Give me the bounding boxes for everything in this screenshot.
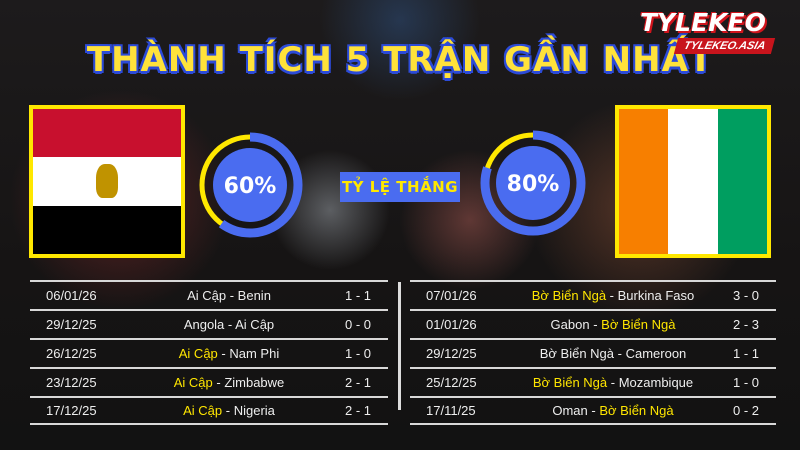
match-row: 23/12/25 Ai Cập - Zimbabwe 2 - 1: [30, 367, 388, 396]
match-score: 0 - 2: [732, 403, 759, 418]
ring-progress: [197, 132, 303, 238]
match-teams: Bờ Biển Ngà - Mozambique: [532, 375, 694, 390]
win-rate-text: 60%: [224, 174, 277, 199]
match-teams: Ai Cập - Benin: [187, 288, 271, 303]
match-date: 25/12/25: [426, 375, 477, 390]
ivory-coast-flag: [615, 105, 771, 258]
match-score: 2 - 1: [344, 375, 371, 390]
match-date: 29/12/25: [46, 317, 97, 332]
win-rate-ring-left: 60%: [197, 132, 303, 238]
away-team: Benin: [237, 288, 271, 303]
match-row: 06/01/26 Ai Cập - Benin 1 - 1: [30, 280, 388, 309]
home-team: Ai Cập: [183, 403, 223, 418]
ring-center: [213, 148, 287, 222]
away-team: Ai Cập: [235, 317, 275, 332]
away-team: Mozambique: [618, 375, 694, 390]
match-score: 1 - 0: [732, 375, 759, 390]
match-row: 29/12/25 Bờ Biển Ngà - Cameroon 1 - 1: [410, 338, 776, 367]
page-title: THÀNH TÍCH 5 TRẬN GẦN NHẤT: [86, 40, 714, 80]
away-team: Bờ Biển Ngà: [599, 403, 674, 418]
match-teams: Ai Cập - Zimbabwe: [173, 375, 285, 390]
match-score: 0 - 0: [344, 317, 371, 332]
home-team: Ai Cập: [187, 288, 227, 303]
win-rate-label: TỶ LỆ THẮNG: [340, 172, 460, 202]
match-teams: Gabon - Bờ Biển Ngà: [550, 317, 676, 332]
match-row: 17/12/25 Ai Cập - Nigeria 2 - 1: [30, 396, 388, 425]
home-team: Oman: [552, 403, 588, 418]
match-score: 2 - 3: [732, 317, 759, 332]
match-date: 07/01/26: [426, 288, 477, 303]
match-row: 17/11/25 Oman - Bờ Biển Ngà 0 - 2: [410, 396, 776, 425]
away-team: Burkina Faso: [617, 288, 695, 303]
away-team: Nam Phi: [229, 346, 280, 361]
match-teams: Ai Cập - Nam Phi: [178, 346, 280, 361]
home-team: Angola: [183, 317, 225, 332]
home-team: Ai Cập: [173, 375, 213, 390]
win-rate-ring-right: 80%: [480, 130, 586, 236]
divider: [398, 282, 401, 410]
win-rate-text: 80%: [507, 172, 560, 197]
match-date: 01/01/26: [426, 317, 477, 332]
match-score: 3 - 0: [732, 288, 759, 303]
brand-logo: TYLEKEO TYLEKEO.ASIA: [640, 6, 800, 56]
match-teams: Angola - Ai Cập: [183, 317, 275, 332]
match-date: 17/11/25: [426, 403, 476, 418]
match-date: 26/12/25: [46, 346, 97, 361]
logo-text: TYLEKEO: [640, 8, 766, 37]
right-results-table: 07/01/26 Bờ Biển Ngà - Burkina Faso 3 - …: [410, 280, 776, 425]
home-team: Bờ Biển Ngà: [539, 346, 615, 361]
ring-center: [496, 146, 570, 220]
match-row: 29/12/25 Angola - Ai Cập 0 - 0: [30, 309, 388, 338]
home-team: Ai Cập: [178, 346, 218, 361]
left-results-table: 06/01/26 Ai Cập - Benin 1 - 1 29/12/25 An…: [30, 280, 388, 425]
match-row: 25/12/25 Bờ Biển Ngà - Mozambique 1 - 0: [410, 367, 776, 396]
home-team: Gabon: [550, 317, 590, 332]
match-date: 17/12/25: [46, 403, 97, 418]
match-score: 1 - 0: [344, 346, 371, 361]
away-team: Cameroon: [625, 346, 687, 361]
match-row: 01/01/26 Gabon - Bờ Biển Ngà 2 - 3: [410, 309, 776, 338]
match-date: 23/12/25: [46, 375, 97, 390]
away-team: Bờ Biển Ngà: [601, 317, 676, 332]
ring-progress: [480, 130, 586, 236]
match-row: 07/01/26 Bờ Biển Ngà - Burkina Faso 3 - …: [410, 280, 776, 309]
match-score: 1 - 1: [344, 288, 371, 303]
match-row: 26/12/25 Ai Cập - Nam Phi 1 - 0: [30, 338, 388, 367]
away-team: Zimbabwe: [224, 375, 285, 390]
match-teams: Ai Cập - Nigeria: [183, 403, 275, 418]
egypt-flag: [29, 105, 185, 258]
match-teams: Bờ Biển Ngà - Burkina Faso: [531, 288, 695, 303]
match-date: 06/01/26: [46, 288, 97, 303]
match-date: 29/12/25: [426, 346, 477, 361]
match-teams: Oman - Bờ Biển Ngà: [552, 403, 674, 418]
match-score: 1 - 1: [732, 346, 759, 361]
match-score: 2 - 1: [344, 403, 371, 418]
eagle-emblem-icon: [96, 164, 118, 199]
logo-domain: TYLEKEO.ASIA: [673, 38, 776, 54]
home-team: Bờ Biển Ngà: [532, 375, 608, 390]
away-team: Nigeria: [233, 403, 275, 418]
match-teams: Bờ Biển Ngà - Cameroon: [539, 346, 687, 361]
home-team: Bờ Biển Ngà: [531, 288, 607, 303]
